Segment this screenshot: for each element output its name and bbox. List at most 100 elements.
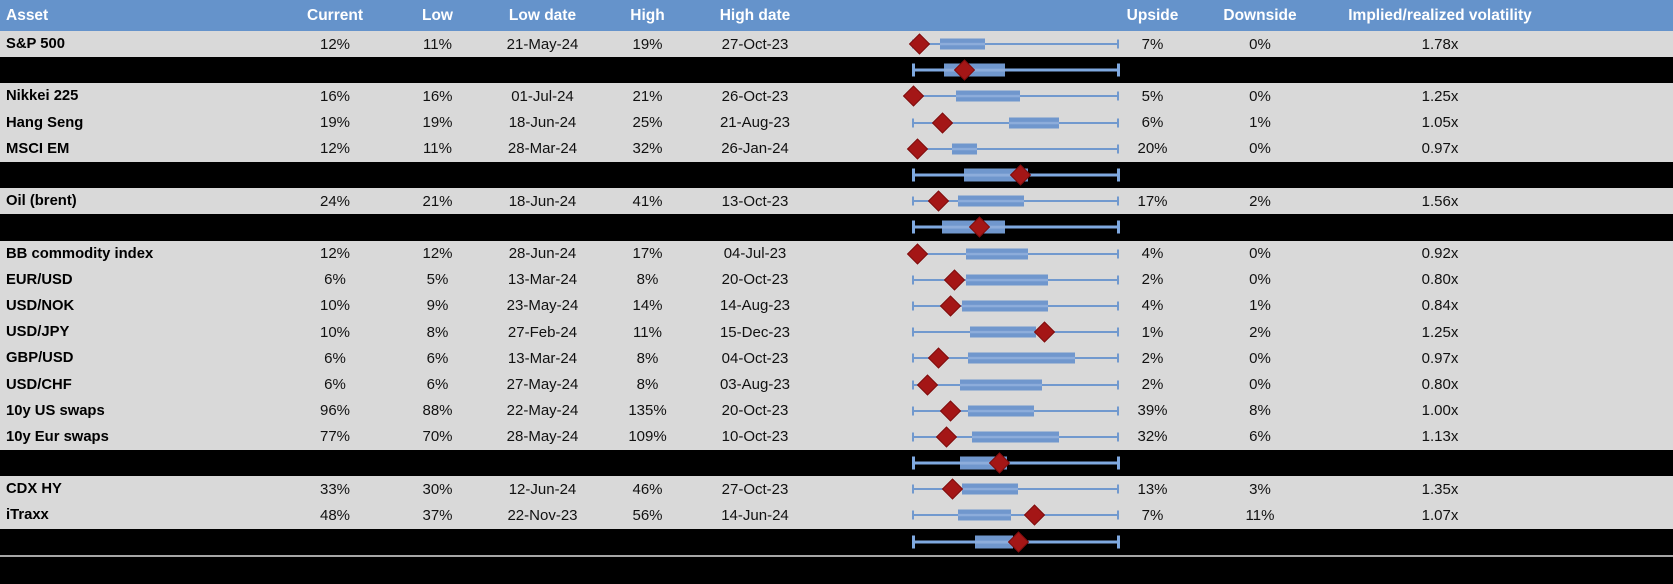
boxplot-max-cap [1117, 327, 1119, 337]
table-row-USD/NOK: USD/NOK 10% 9% 23-May-24 14% 14-Aug-23 4… [0, 292, 1673, 320]
high-value: 32% [632, 140, 663, 158]
boxplot-min-cap [912, 327, 914, 337]
boxplot-min-cap [912, 220, 915, 234]
current-level-diamond-marker [917, 373, 939, 396]
table-row-Nikkei 225: Nikkei 225 16% 16% 01-Jul-24 21% 26-Oct-… [0, 83, 1673, 110]
low-date-value: 28-Jun-24 [508, 245, 577, 263]
range-boxplot [810, 293, 1125, 319]
high-date-value: 04-Oct-23 [721, 349, 789, 367]
boxplot-whisker-line [913, 43, 1118, 46]
asset-label: GBP/USD [6, 350, 74, 367]
low-value: 37% [422, 506, 453, 524]
low-date-value: 21-May-24 [506, 35, 579, 53]
boxplot-max-cap [1117, 380, 1119, 390]
upside-value: 6% [1141, 114, 1164, 132]
table-row-MSCI EM: MSCI EM 12% 11% 28-Mar-24 32% 26-Jan-24 … [0, 135, 1673, 162]
downside-value: 6% [1249, 428, 1271, 446]
current-level-diamond-marker [1023, 504, 1046, 527]
current-value: 77% [319, 428, 351, 446]
high-value: 21% [632, 87, 663, 105]
summary-separator-row [0, 528, 1673, 555]
header-implied-realized-vol: Implied/realized volatility [1348, 6, 1532, 24]
low-date-value: 18-Jun-24 [508, 192, 577, 210]
boxplot-max-cap [1117, 220, 1120, 234]
current-value: 12% [319, 245, 351, 263]
header-low: Low [422, 6, 453, 24]
table-row-USD/JPY: USD/JPY 10% 8% 27-Feb-24 11% 15-Dec-23 1… [0, 319, 1673, 346]
low-date-value: 28-May-24 [506, 428, 579, 446]
boxplot-iqr-box [960, 379, 1043, 391]
boxplot-max-cap [1117, 63, 1120, 77]
boxplot-iqr-box [962, 483, 1018, 495]
low-value: 30% [422, 480, 453, 498]
boxplot-max-cap [1117, 144, 1119, 154]
downside-value: 0% [1249, 271, 1271, 289]
summary-separator-row [0, 450, 1673, 477]
header-asset: Asset [6, 6, 49, 24]
high-value: 135% [628, 402, 667, 420]
current-value: 12% [319, 140, 351, 158]
current-level-diamond-marker [906, 138, 929, 160]
table-header: Asset Current Low Low date High High dat… [0, 0, 1673, 31]
table-row-GBP/USD: GBP/USD 6% 6% 13-Mar-24 8% 04-Oct-23 2% … [0, 345, 1673, 372]
high-date-value: 26-Jan-24 [721, 140, 789, 158]
downside-value: 0% [1249, 245, 1271, 263]
boxplot-iqr-box [956, 90, 1020, 102]
range-boxplot [810, 162, 1125, 188]
boxplot-iqr-box [939, 38, 985, 50]
current-value: 6% [324, 349, 346, 367]
boxplot-min-cap [912, 118, 914, 128]
table-body: S&P 500 12% 11% 21-May-24 19% 27-Oct-23 … [0, 31, 1673, 555]
boxplot-min-cap [912, 301, 914, 311]
current-value: 24% [319, 192, 351, 210]
low-value: 11% [423, 35, 452, 53]
high-date-value: 13-Oct-23 [721, 192, 789, 210]
low-date-value: 28-Mar-24 [507, 140, 578, 158]
current-value: 10% [319, 297, 351, 315]
downside-value: 3% [1249, 480, 1271, 498]
boxplot-iqr-box [962, 300, 1049, 312]
high-date-value: 20-Oct-23 [721, 402, 789, 420]
boxplot-min-cap [912, 510, 914, 520]
low-value: 6% [426, 349, 449, 367]
upside-value: 7% [1141, 35, 1164, 53]
high-value: 8% [636, 271, 659, 289]
downside-value: 8% [1249, 402, 1271, 420]
implied-realized-vol-value: 1.35x [1421, 480, 1459, 498]
boxplot-iqr-box [1009, 117, 1059, 129]
table-row-S&P 500: S&P 500 12% 11% 21-May-24 19% 27-Oct-23 … [0, 31, 1673, 58]
current-level-diamond-marker [931, 112, 953, 134]
table-row-USD/CHF: USD/CHF 6% 6% 27-May-24 8% 03-Aug-23 2% … [0, 371, 1673, 398]
current-level-diamond-marker [906, 242, 929, 265]
high-date-value: 10-Oct-23 [721, 428, 789, 446]
current-value: 6% [324, 271, 346, 289]
boxplot-min-cap [912, 275, 914, 285]
low-value: 19% [422, 114, 453, 132]
high-date-value: 20-Oct-23 [721, 271, 789, 289]
boxplot-min-cap [912, 484, 914, 494]
boxplot-max-cap [1117, 91, 1119, 101]
boxplot-min-cap [912, 196, 914, 206]
boxplot-max-cap [1117, 249, 1119, 259]
range-boxplot [810, 57, 1125, 83]
header-upside: Upside [1126, 6, 1179, 24]
footer-black-band [0, 556, 1673, 584]
upside-value: 2% [1141, 376, 1164, 394]
boxplot-iqr-box [966, 274, 1049, 286]
high-value: 11% [633, 323, 662, 341]
current-level-diamond-marker [927, 190, 949, 212]
asset-label: Hang Seng [6, 114, 84, 131]
boxplot-whisker-line [913, 225, 1118, 229]
upside-value: 17% [1137, 192, 1168, 210]
range-boxplot [810, 267, 1125, 293]
header-high-date: High date [719, 6, 791, 24]
boxplot-whisker-line [913, 514, 1118, 517]
implied-realized-vol-value: 1.78x [1421, 35, 1459, 53]
low-date-value: 23-May-24 [506, 297, 579, 315]
asset-label: CDX HY [6, 481, 62, 498]
boxplot-min-cap [912, 535, 915, 549]
current-value: 12% [319, 35, 351, 53]
boxplot-min-cap [912, 432, 914, 442]
range-boxplot [810, 136, 1125, 162]
